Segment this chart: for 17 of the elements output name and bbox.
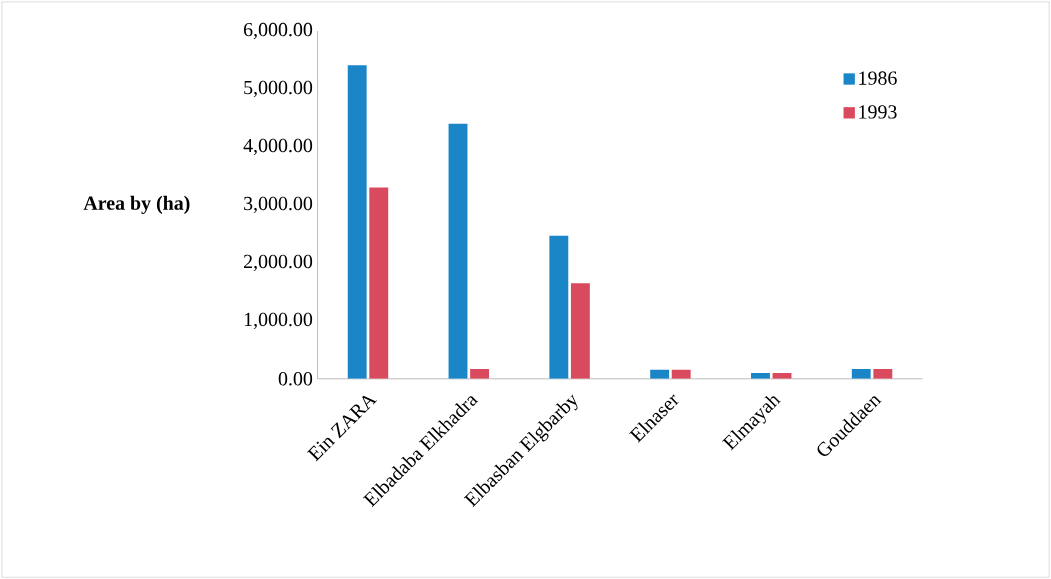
bar	[448, 123, 468, 379]
y-tick-label: 0.00	[278, 371, 313, 386]
bar	[347, 65, 367, 379]
y-tick-label: 1,000.00	[244, 312, 313, 329]
y-tick-label: 2,000.00	[243, 254, 313, 271]
legend-label: 1993	[859, 105, 897, 119]
y-tick-label: 5,000.00	[244, 80, 313, 98]
y-tick-label: 4,000.00	[243, 138, 313, 156]
bar	[570, 283, 590, 379]
y-axis-title: Area by (ha)	[83, 195, 190, 214]
y-tick-label: 6,000.00	[243, 22, 313, 40]
y-tick-label: 3,000.00	[244, 196, 313, 213]
legend-label: 1986	[859, 71, 897, 85]
bar	[369, 187, 389, 379]
bar	[470, 368, 490, 379]
bar	[873, 368, 893, 379]
bar	[549, 235, 569, 379]
